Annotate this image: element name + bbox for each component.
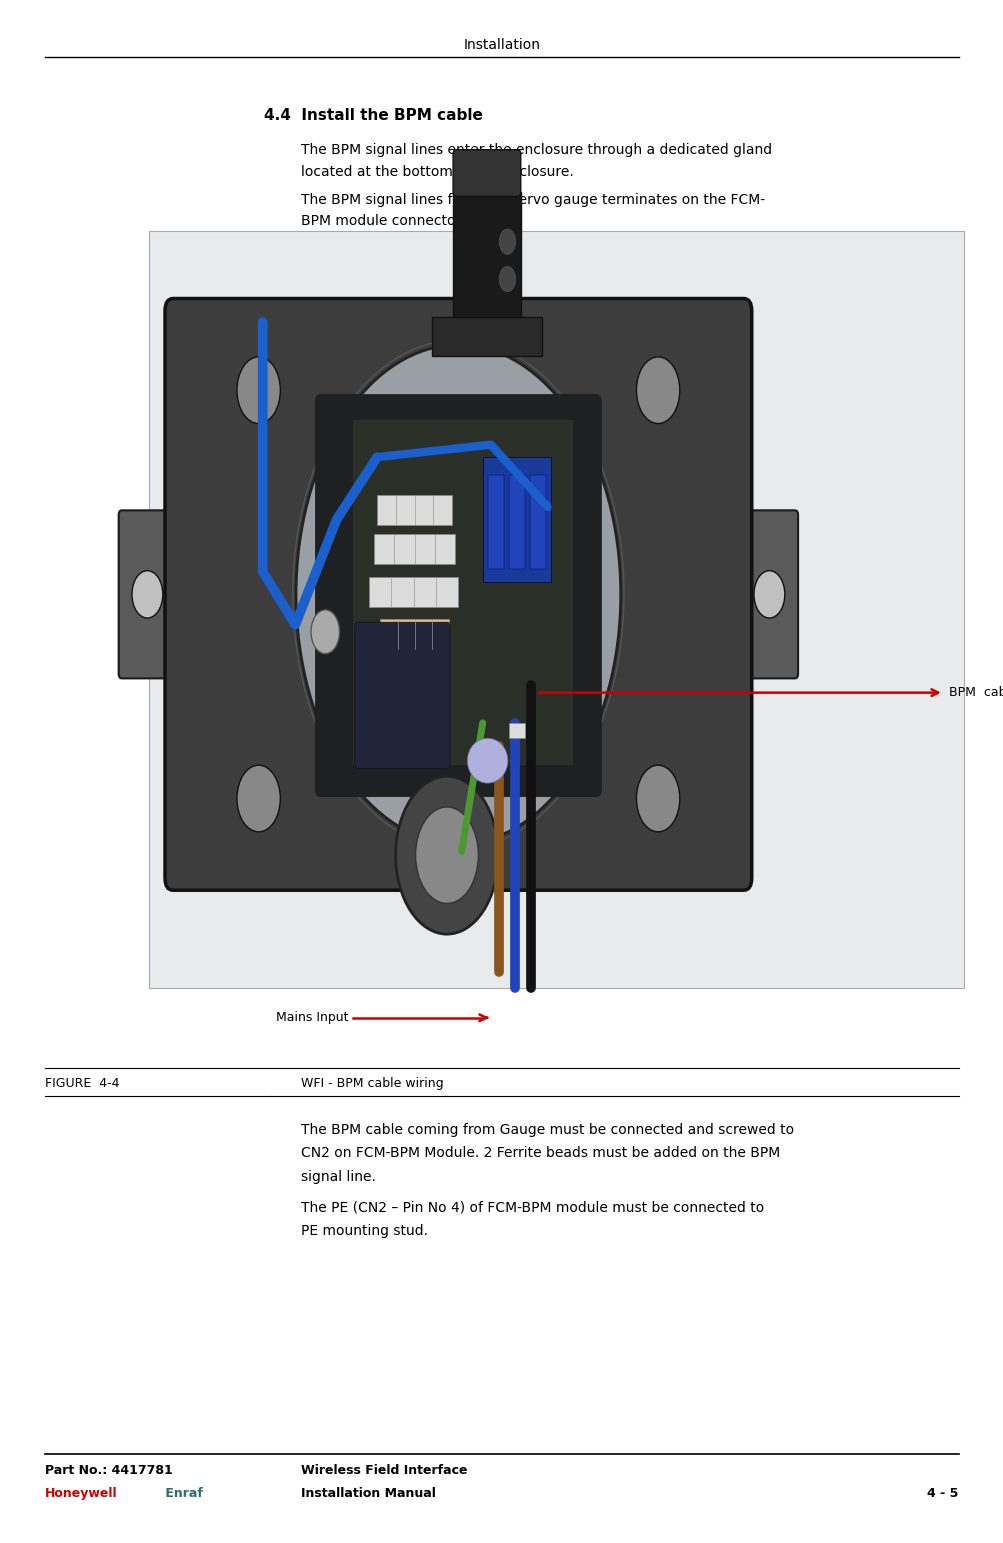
Text: Installation Manual: Installation Manual: [301, 1487, 435, 1500]
Text: The PE (CN2 – Pin No 4) of FCM-BPM module must be connected to: The PE (CN2 – Pin No 4) of FCM-BPM modul…: [301, 1200, 763, 1214]
Text: Enraf: Enraf: [160, 1487, 203, 1500]
Text: Part No.: 4417781: Part No.: 4417781: [45, 1464, 173, 1477]
FancyBboxPatch shape: [118, 511, 176, 679]
Text: BPM  cable: BPM cable: [948, 687, 1003, 699]
Text: The BPM signal lines enter the enclosure through a dedicated gland: The BPM signal lines enter the enclosure…: [301, 143, 771, 157]
Circle shape: [498, 267, 516, 292]
Text: The BPM signal lines from the servo gauge terminates on the FCM-: The BPM signal lines from the servo gaug…: [301, 193, 764, 207]
Circle shape: [636, 765, 679, 832]
Text: Mains Input: Mains Input: [276, 1011, 348, 1025]
Bar: [509, 724, 525, 738]
Text: The BPM cable coming from Gauge must be connected and screwed to: The BPM cable coming from Gauge must be …: [301, 1123, 793, 1137]
Text: 4 - 5: 4 - 5: [927, 1487, 958, 1500]
Circle shape: [395, 776, 497, 934]
Circle shape: [636, 356, 679, 423]
Text: CN2 on FCM-BPM Module. 2 Ferrite beads must be added on the BPM: CN2 on FCM-BPM Module. 2 Ferrite beads m…: [301, 1146, 779, 1160]
FancyBboxPatch shape: [740, 511, 797, 679]
Text: BPM module connector.: BPM module connector.: [301, 214, 464, 228]
Circle shape: [237, 356, 280, 423]
Bar: [431, 316, 542, 356]
Bar: [452, 191, 521, 316]
FancyBboxPatch shape: [164, 298, 751, 890]
Ellipse shape: [466, 738, 508, 784]
FancyBboxPatch shape: [315, 395, 601, 796]
Bar: [509, 475, 525, 569]
Circle shape: [131, 571, 162, 619]
Text: located at the bottom of the enclosure.: located at the bottom of the enclosure.: [301, 165, 574, 179]
Text: PE mounting stud.: PE mounting stud.: [301, 1224, 427, 1237]
Bar: [530, 475, 546, 569]
Text: Wireless Field Interface: Wireless Field Interface: [301, 1464, 467, 1477]
FancyBboxPatch shape: [354, 622, 449, 768]
Text: Honeywell: Honeywell: [45, 1487, 117, 1500]
Circle shape: [498, 228, 516, 255]
Bar: [148, 231, 963, 988]
Circle shape: [753, 571, 784, 619]
Bar: [482, 457, 551, 582]
Text: FIGURE  4-4: FIGURE 4-4: [45, 1077, 119, 1089]
Bar: [352, 420, 572, 764]
Circle shape: [311, 609, 339, 654]
Circle shape: [237, 765, 280, 832]
Circle shape: [296, 346, 620, 844]
Text: 4.4  Install the BPM cable: 4.4 Install the BPM cable: [264, 108, 482, 123]
Bar: [380, 619, 448, 650]
Circle shape: [415, 807, 477, 904]
FancyBboxPatch shape: [452, 150, 521, 196]
Text: signal line.: signal line.: [301, 1170, 376, 1183]
Bar: [377, 495, 451, 525]
Bar: [487, 475, 504, 569]
Bar: [373, 534, 454, 565]
Text: WFI - BPM cable wiring: WFI - BPM cable wiring: [301, 1077, 443, 1089]
Text: Installation: Installation: [463, 37, 540, 52]
Bar: [369, 577, 458, 606]
